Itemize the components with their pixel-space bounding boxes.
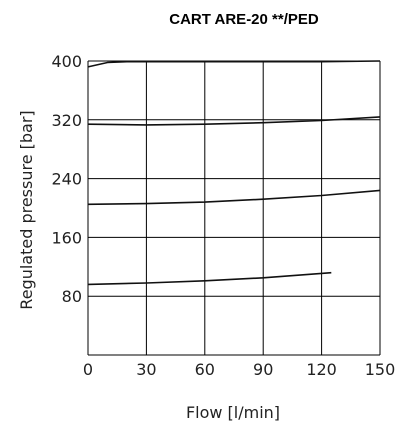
x-tick-label: 0 [83,360,93,379]
curve-3 [87,189,381,206]
x-tick-label: 150 [365,360,396,379]
x-tick-label: 30 [136,360,156,379]
grid [87,60,381,356]
y-tick-label: 160 [51,228,82,247]
y-axis-label: Regulated pressure [bar] [17,110,36,309]
y-tick-label: 320 [51,111,82,130]
y-tick-label: 80 [62,287,82,306]
x-axis-label: Flow [l/min] [186,403,280,422]
curves [87,60,381,286]
curve-4 [87,271,332,286]
y-tick-label: 240 [51,170,82,189]
chart-title: CART ARE-20 **/PED [169,11,319,28]
x-tick-label: 120 [306,360,337,379]
x-tick-label: 90 [253,360,273,379]
tick-labels: 0 30 60 90 120 150 80 160 240 320 400 [51,52,395,379]
curve-1 [87,60,381,68]
curve-2 [87,116,381,126]
x-tick-label: 60 [195,360,215,379]
y-tick-label: 400 [51,52,82,71]
